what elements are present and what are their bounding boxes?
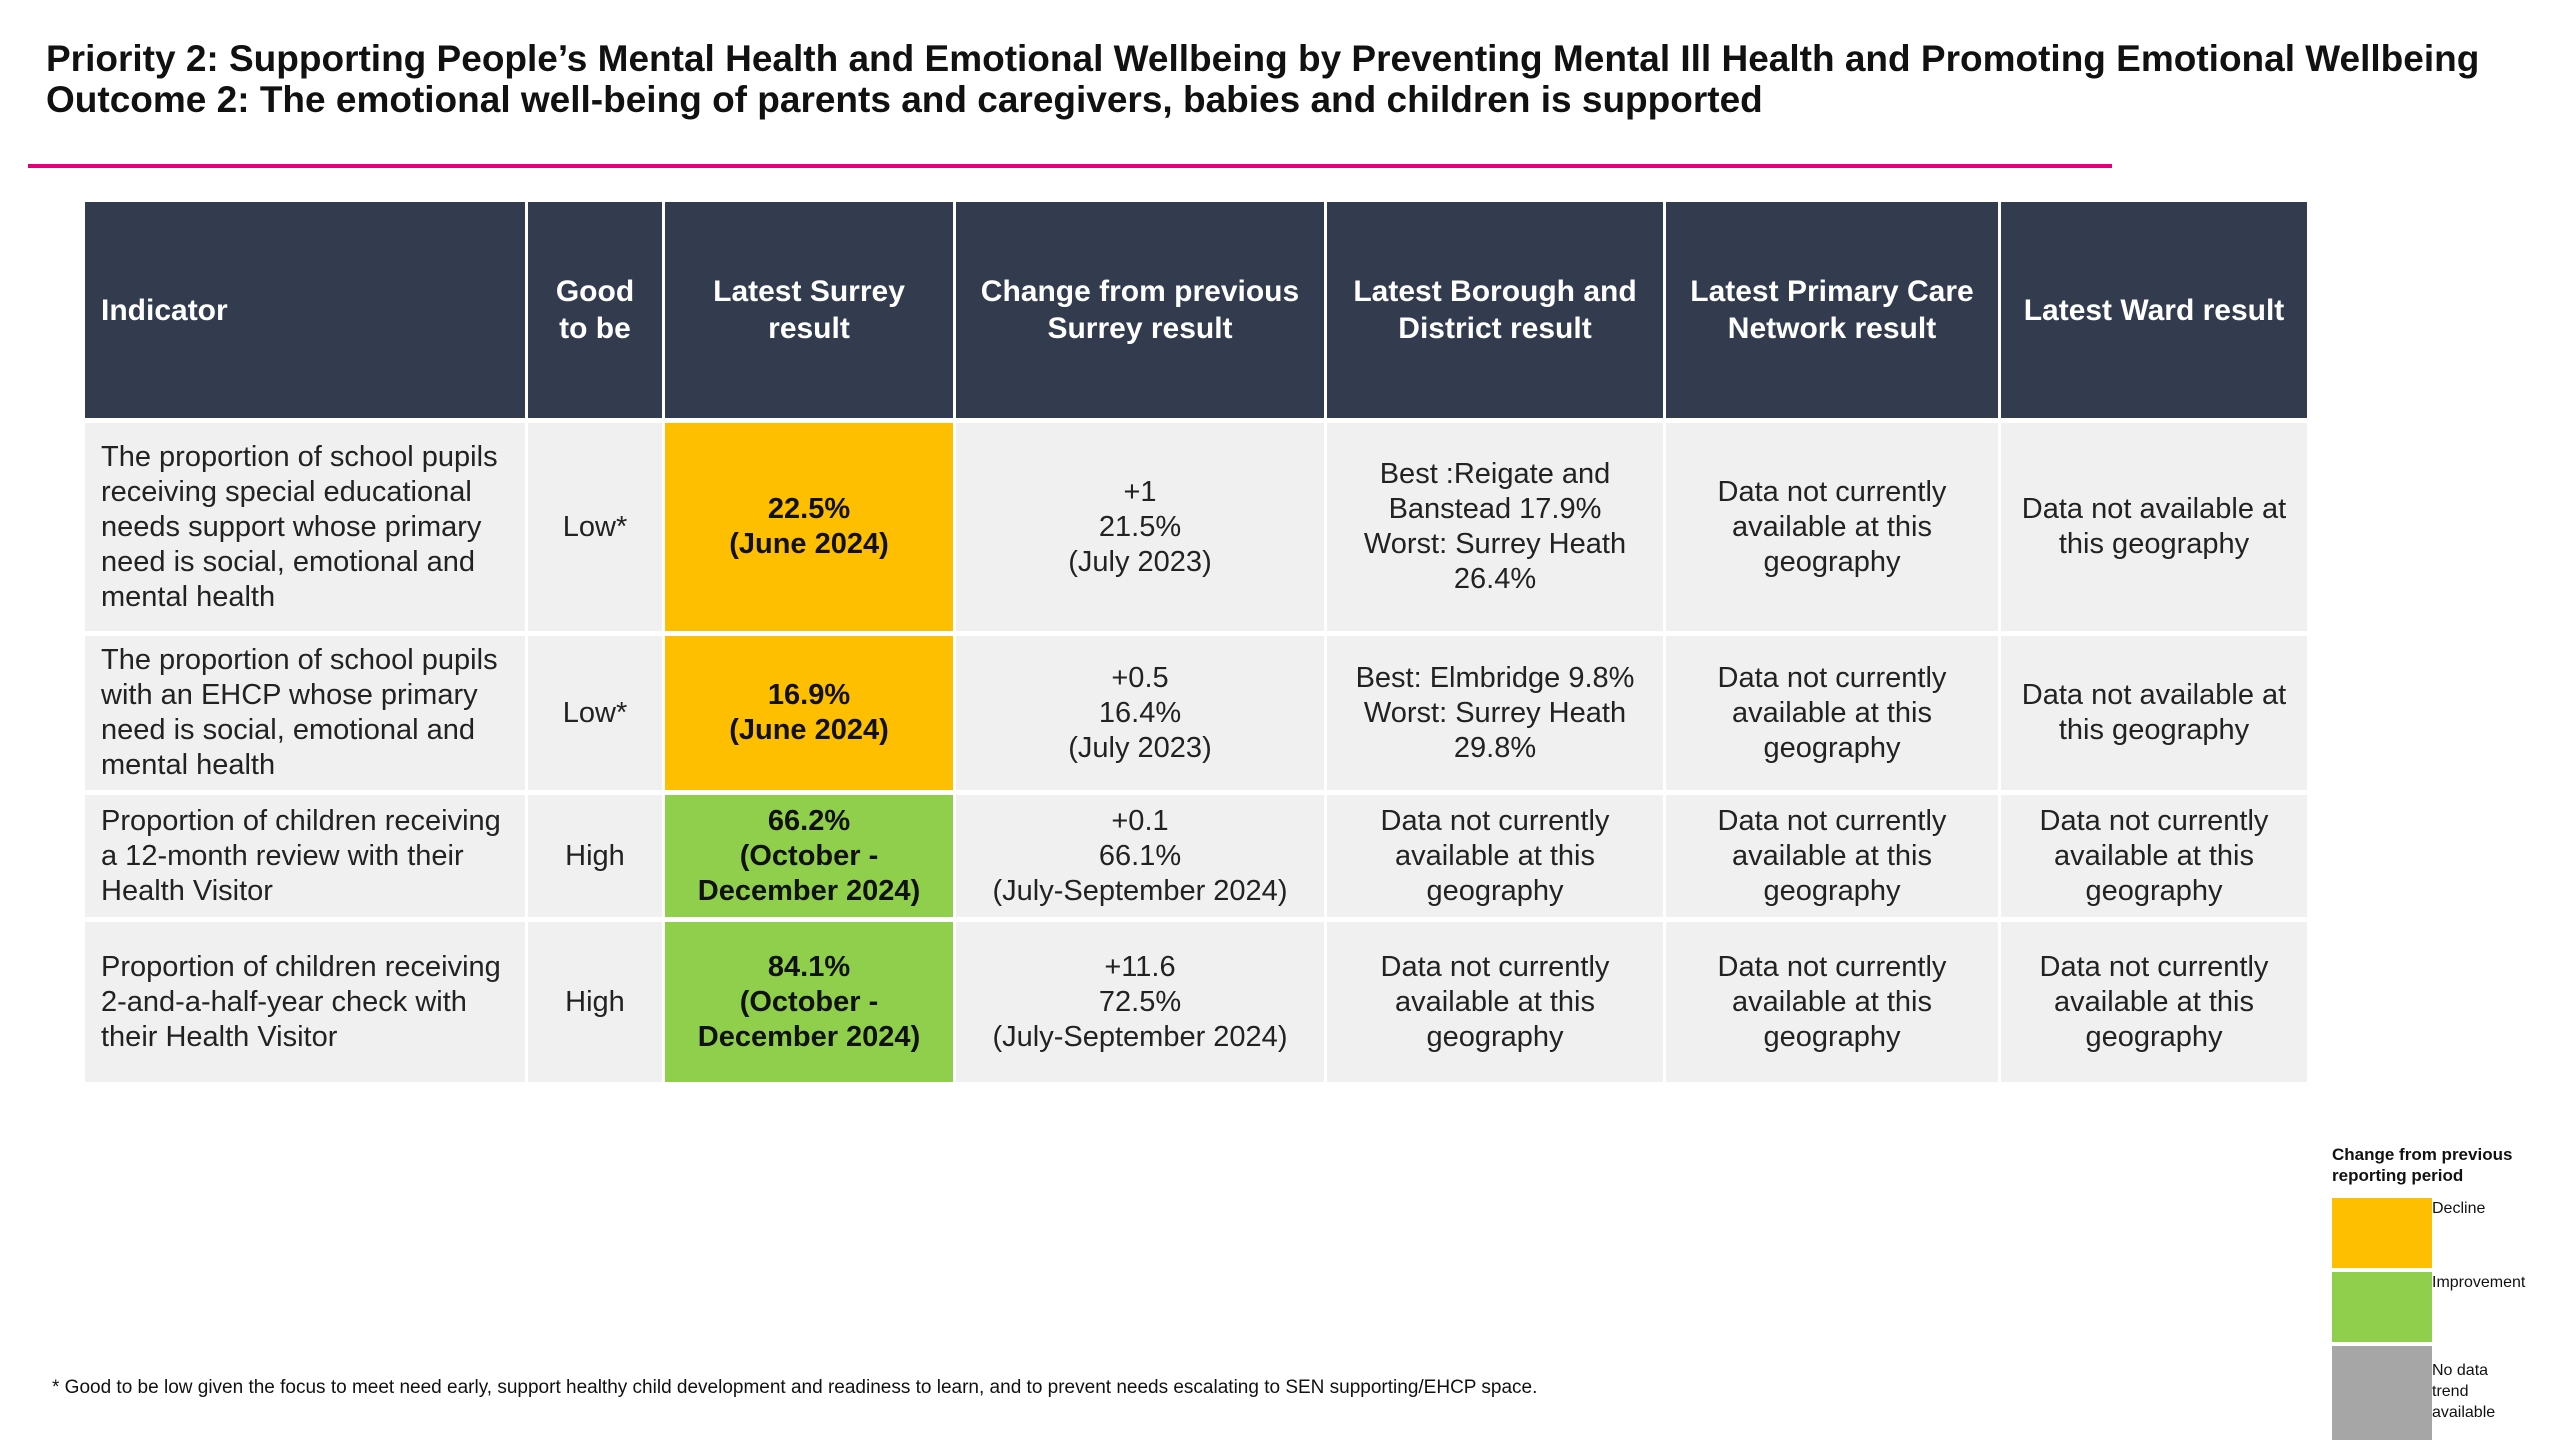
good-to-be-cell: High bbox=[528, 917, 662, 1082]
latest-surrey-cell: 16.9% (June 2024) bbox=[665, 631, 953, 790]
borough-best: Best: Elmbridge 9.8% bbox=[1355, 661, 1635, 694]
borough-worst: Worst: Surrey Heath 26.4% bbox=[1363, 528, 1627, 595]
legend-label-decline: Decline bbox=[2432, 1200, 2486, 1217]
latest-value: 16.9% bbox=[767, 679, 851, 711]
borough-best: Best :Reigate and Banstead 17.9% bbox=[1379, 458, 1611, 525]
change-cell: +11.6 72.5% (July-September 2024) bbox=[956, 917, 1324, 1082]
footnote: * Good to be low given the focus to meet… bbox=[52, 1377, 1538, 1398]
change-value: +1 bbox=[1123, 475, 1157, 508]
latest-period: (October - December 2024) bbox=[697, 985, 921, 1053]
previous-value: 66.1% bbox=[1098, 839, 1182, 872]
latest-surrey-cell: 66.2% (October - December 2024) bbox=[665, 790, 953, 917]
pcn-cell: Data not currently available at this geo… bbox=[1666, 418, 1998, 631]
legend-swatch-no-trend bbox=[2332, 1346, 2432, 1440]
pcn-cell: Data not currently available at this geo… bbox=[1666, 917, 1998, 1082]
legend-swatch-improvement bbox=[2332, 1272, 2432, 1342]
outcome-title: Outcome 2: The emotional well-being of p… bbox=[46, 79, 1763, 120]
change-value: +0.1 bbox=[1111, 804, 1169, 837]
previous-value: 21.5% bbox=[1098, 510, 1182, 543]
column-header-change: Change from previous Surrey result bbox=[956, 202, 1324, 418]
ward-cell: Data not available at this geography bbox=[2001, 631, 2307, 790]
borough-cell: Data not currently available at this geo… bbox=[1327, 917, 1663, 1082]
latest-value: 22.5% bbox=[767, 493, 851, 525]
pcn-cell: Data not currently available at this geo… bbox=[1666, 631, 1998, 790]
table-row: The proportion of school pupils with an … bbox=[85, 631, 2307, 790]
good-to-be-cell: High bbox=[528, 790, 662, 917]
previous-period: (July-September 2024) bbox=[992, 874, 1288, 907]
legend-label-no-trend: No data trend available bbox=[2432, 1362, 2496, 1421]
latest-surrey-cell: 22.5% (June 2024) bbox=[665, 418, 953, 631]
ward-cell: Data not currently available at this geo… bbox=[2001, 917, 2307, 1082]
indicator-cell: Proportion of children receiving a 12-mo… bbox=[85, 790, 525, 917]
latest-period: (June 2024) bbox=[729, 528, 889, 560]
change-value: +0.5 bbox=[1111, 661, 1169, 694]
trend-legend: Change from previous reporting period De… bbox=[2332, 1144, 2560, 1440]
previous-period: (July 2023) bbox=[1068, 731, 1212, 764]
change-value: +11.6 bbox=[1104, 950, 1176, 983]
change-cell: +0.1 66.1% (July-September 2024) bbox=[956, 790, 1324, 917]
change-cell: +0.5 16.4% (July 2023) bbox=[956, 631, 1324, 790]
change-cell: +1 21.5% (July 2023) bbox=[956, 418, 1324, 631]
latest-period: (June 2024) bbox=[729, 714, 889, 746]
previous-period: (July-September 2024) bbox=[992, 1020, 1288, 1053]
previous-value: 72.5% bbox=[1098, 985, 1182, 1018]
indicator-cell: Proportion of children receiving 2-and-a… bbox=[85, 917, 525, 1082]
good-to-be-cell: Low* bbox=[528, 631, 662, 790]
previous-value: 16.4% bbox=[1098, 696, 1182, 729]
indicator-cell: The proportion of school pupils receivin… bbox=[85, 418, 525, 631]
latest-period: (October - December 2024) bbox=[697, 839, 921, 907]
latest-value: 84.1% bbox=[767, 950, 851, 983]
table-row: Proportion of children receiving 2-and-a… bbox=[85, 917, 2307, 1082]
table-row: Proportion of children receiving a 12-mo… bbox=[85, 790, 2307, 917]
column-header-indicator: Indicator bbox=[85, 202, 525, 418]
borough-cell: Best: Elmbridge 9.8% Worst: Surrey Heath… bbox=[1327, 631, 1663, 790]
table-header-row: Indicator Good to be Latest Surrey resul… bbox=[85, 202, 2307, 418]
column-header-good-to-be: Good to be bbox=[528, 202, 662, 418]
column-header-latest-surrey: Latest Surrey result bbox=[665, 202, 953, 418]
table-row: The proportion of school pupils receivin… bbox=[85, 418, 2307, 631]
latest-value: 66.2% bbox=[767, 804, 851, 837]
page-titles: Priority 2: Supporting People’s Mental H… bbox=[46, 38, 2526, 120]
priority-title: Priority 2: Supporting People’s Mental H… bbox=[46, 38, 2480, 79]
ward-cell: Data not available at this geography bbox=[2001, 418, 2307, 631]
ward-cell: Data not currently available at this geo… bbox=[2001, 790, 2307, 917]
column-header-borough: Latest Borough and District result bbox=[1327, 202, 1663, 418]
latest-surrey-cell: 84.1% (October - December 2024) bbox=[665, 917, 953, 1082]
indicator-cell: The proportion of school pupils with an … bbox=[85, 631, 525, 790]
indicator-table: Indicator Good to be Latest Surrey resul… bbox=[82, 202, 2310, 1082]
previous-period: (July 2023) bbox=[1068, 545, 1212, 578]
legend-title: Change from previous reporting period bbox=[2332, 1145, 2513, 1185]
column-header-pcn: Latest Primary Care Network result bbox=[1666, 202, 1998, 418]
column-header-ward: Latest Ward result bbox=[2001, 202, 2307, 418]
borough-cell: Best :Reigate and Banstead 17.9% Worst: … bbox=[1327, 418, 1663, 631]
borough-worst: Worst: Surrey Heath 29.8% bbox=[1363, 696, 1627, 764]
legend-swatch-decline bbox=[2332, 1198, 2432, 1268]
legend-label-improvement: Improvement bbox=[2432, 1274, 2526, 1291]
good-to-be-cell: Low* bbox=[528, 418, 662, 631]
pcn-cell: Data not currently available at this geo… bbox=[1666, 790, 1998, 917]
borough-cell: Data not currently available at this geo… bbox=[1327, 790, 1663, 917]
accent-divider bbox=[28, 164, 2112, 168]
